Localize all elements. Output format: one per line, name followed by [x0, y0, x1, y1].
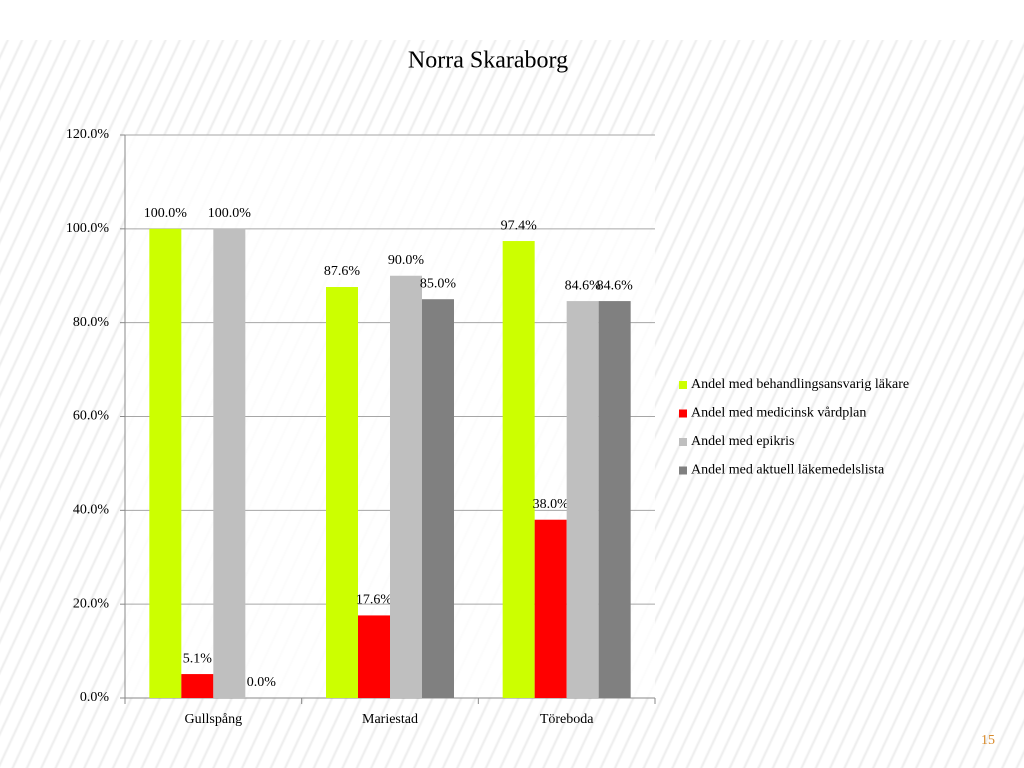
legend-swatch: [679, 438, 687, 446]
value-label: 100.0%: [208, 206, 252, 221]
legend-label: Andel med aktuell läkemedelslista: [691, 463, 885, 478]
bar: [502, 241, 535, 698]
y-tick-label: 60.0%: [73, 409, 110, 424]
value-label: 100.0%: [144, 206, 188, 221]
value-label: 38.0%: [533, 497, 570, 512]
bar: [149, 228, 182, 699]
value-label: 90.0%: [388, 253, 425, 268]
legend-label: Andel med medicinsk vårdplan: [691, 406, 866, 421]
chart-title: Norra Skaraborg: [408, 48, 568, 74]
bar: [598, 301, 631, 698]
value-label: 84.6%: [565, 278, 602, 293]
value-label: 17.6%: [356, 593, 393, 608]
value-label: 97.4%: [501, 218, 538, 233]
x-tick-label: Gullspång: [185, 712, 243, 727]
legend-swatch: [679, 409, 687, 418]
bar: [213, 228, 246, 699]
bar: [358, 615, 390, 698]
value-label: 5.1%: [183, 651, 213, 666]
slide-number: 15: [981, 733, 995, 748]
value-label: 85.0%: [420, 276, 457, 291]
y-tick-label: 20.0%: [73, 596, 110, 611]
legend-swatch: [679, 466, 687, 475]
legend-label: Andel med epikris: [691, 434, 794, 449]
value-label: 0.0%: [247, 675, 277, 690]
y-tick-label: 100.0%: [66, 221, 110, 236]
y-tick-label: 80.0%: [73, 315, 110, 330]
bar: [534, 519, 567, 698]
bar: [566, 301, 599, 698]
legend-swatch: [679, 381, 687, 389]
legend-label: Andel med behandlingsansvarig läkare: [691, 377, 909, 392]
bar: [390, 275, 422, 698]
y-tick-label: 120.0%: [66, 127, 110, 142]
header-band: [0, 0, 1024, 40]
bar: [326, 287, 358, 698]
bar: [181, 674, 214, 698]
x-tick-label: Töreboda: [540, 712, 594, 727]
y-tick-label: 0.0%: [80, 690, 110, 705]
y-tick-label: 40.0%: [73, 503, 110, 518]
value-label: 84.6%: [597, 278, 634, 293]
value-label: 87.6%: [324, 264, 361, 279]
bar: [422, 299, 454, 698]
x-tick-label: Mariestad: [362, 712, 418, 727]
